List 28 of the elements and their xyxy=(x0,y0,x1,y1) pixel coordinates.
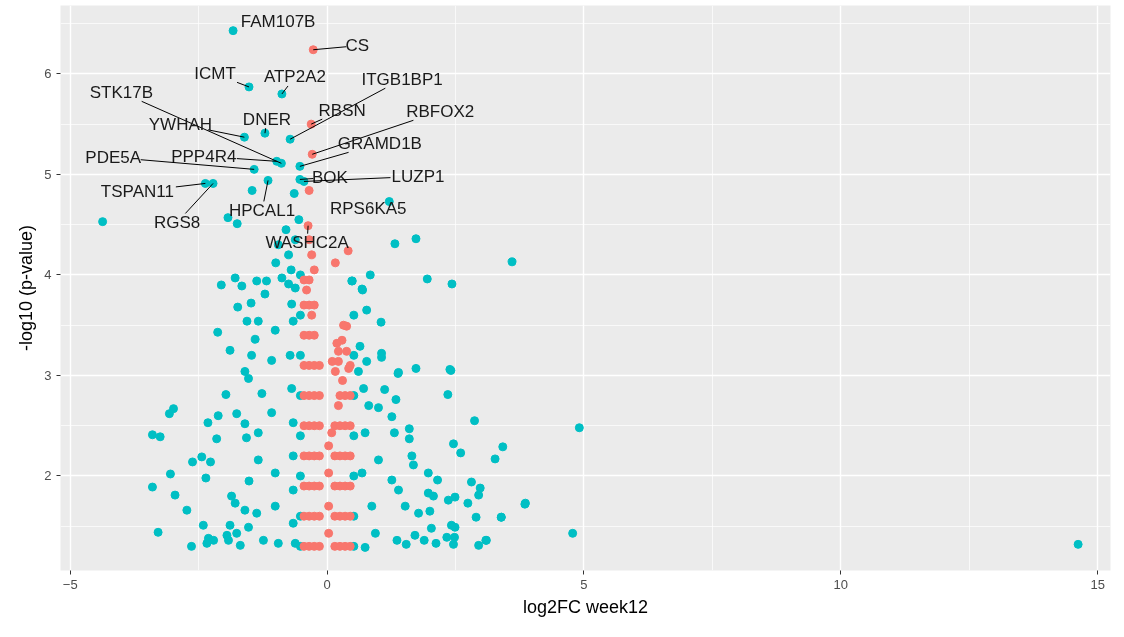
annotation: CS xyxy=(345,36,370,56)
y-axis-title: -log10 (p-value) xyxy=(16,224,37,352)
annotation: STK17B xyxy=(89,82,154,102)
y-tick-label: 5 xyxy=(44,166,52,182)
annotation: PDE5A xyxy=(85,147,142,167)
y-tick-label: 3 xyxy=(44,367,52,383)
annotation: ITGB1BP1 xyxy=(361,69,443,89)
y-tick-label: 2 xyxy=(44,468,52,484)
annotation: PPP4R4 xyxy=(171,146,237,166)
x-tick-label: 0 xyxy=(323,576,331,592)
annotation: HPCAL1 xyxy=(228,200,296,220)
x-tick-label: −5 xyxy=(62,576,78,592)
annotation: RPS6KA5 xyxy=(330,199,407,219)
annotation: ICMT xyxy=(194,64,236,84)
annotation: LUZP1 xyxy=(391,166,445,186)
x-axis-title: log2FC week12 xyxy=(522,596,649,617)
annotation: DNER xyxy=(242,109,292,129)
x-tick-label: 10 xyxy=(833,576,849,592)
annotation: ATP2A2 xyxy=(263,67,326,87)
x-tick-label: 15 xyxy=(1090,576,1105,592)
annotation: GRAMD1B xyxy=(337,133,422,153)
y-tick-label: 6 xyxy=(44,66,52,82)
x-tick-label: 5 xyxy=(580,576,588,592)
annotation: RBFOX2 xyxy=(406,101,475,121)
annotation: RGS8 xyxy=(153,212,201,232)
annotation: TSPAN11 xyxy=(100,181,174,201)
y-tick-label: 4 xyxy=(44,267,52,283)
annotation: FAM107B xyxy=(240,12,316,32)
